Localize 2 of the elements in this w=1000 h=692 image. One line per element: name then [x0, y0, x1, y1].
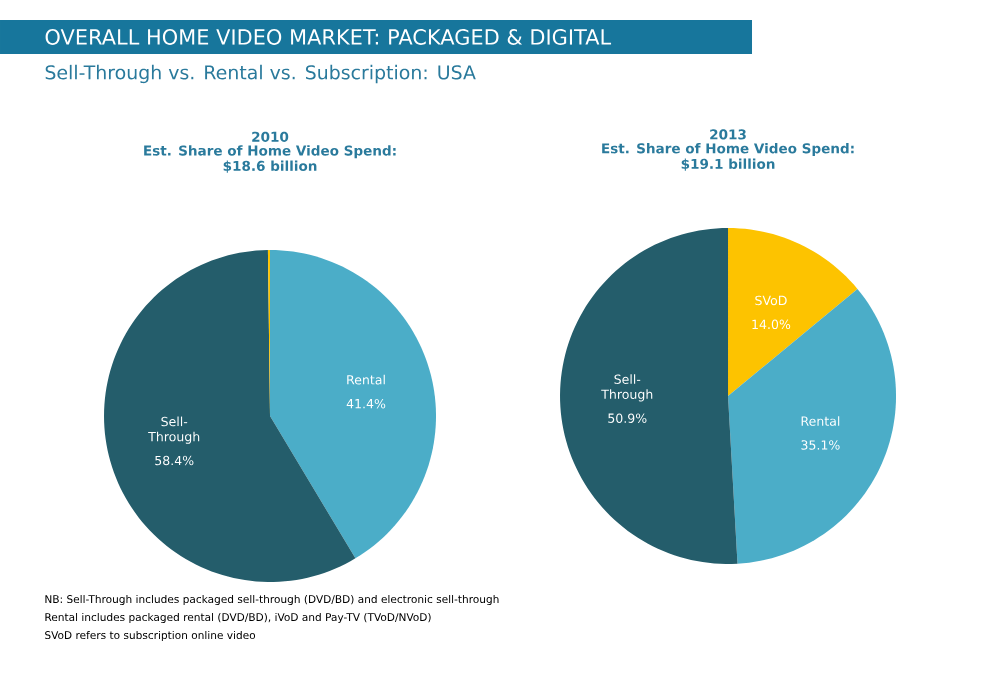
text: OVERALL HOME VIDEO MARKET: PACKAGED & DIGITAL — [45, 29, 612, 45]
text: Sell-Through vs. Rental vs. Subscription: USA — [45, 64, 476, 84]
